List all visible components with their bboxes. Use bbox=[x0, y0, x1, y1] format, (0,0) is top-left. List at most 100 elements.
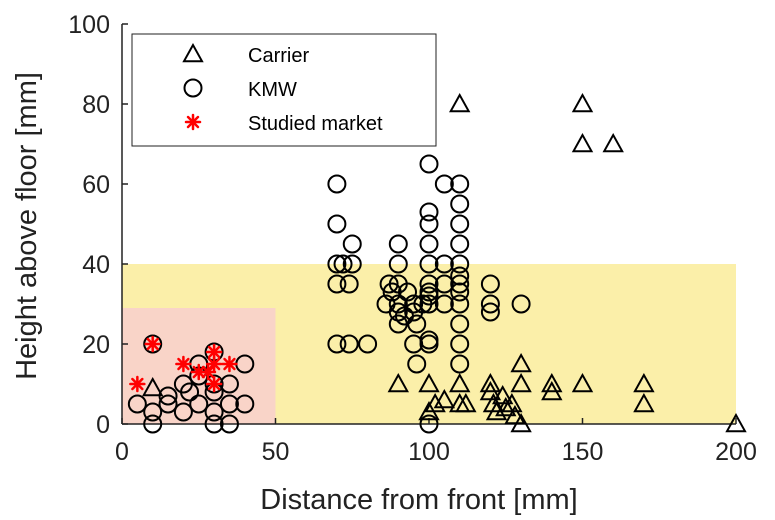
data-points bbox=[127, 92, 747, 434]
legend-box bbox=[131, 33, 437, 147]
point-kmw bbox=[398, 282, 418, 302]
point-kmw bbox=[419, 234, 439, 254]
point-kmw bbox=[143, 402, 163, 422]
point-carrier bbox=[424, 392, 446, 413]
y-axis-title: Height above floor [mm] bbox=[11, 72, 43, 380]
legend-markers bbox=[182, 42, 204, 131]
x-tick-label: 150 bbox=[562, 438, 604, 466]
point-kmw bbox=[450, 282, 470, 302]
y-tick-label: 60 bbox=[82, 171, 110, 199]
point-kmw bbox=[333, 254, 353, 274]
point-carrier bbox=[571, 92, 594, 113]
point-studied-market bbox=[175, 355, 192, 373]
legend-marker-kmw bbox=[183, 78, 203, 98]
point-studied-market bbox=[221, 355, 238, 373]
point-kmw bbox=[379, 274, 399, 294]
point-kmw bbox=[450, 174, 470, 194]
point-kmw bbox=[143, 414, 163, 434]
point-kmw bbox=[327, 274, 347, 294]
point-kmw bbox=[180, 382, 200, 402]
point-kmw bbox=[342, 234, 362, 254]
point-kmw bbox=[204, 402, 224, 422]
point-studied-market bbox=[205, 375, 223, 393]
point-carrier bbox=[510, 352, 532, 373]
y-tick-label: 100 bbox=[68, 11, 110, 39]
point-carrier bbox=[633, 392, 655, 413]
point-kmw bbox=[204, 414, 224, 434]
x-axis-title: Distance from front [mm] bbox=[260, 484, 577, 516]
point-studied-market bbox=[199, 363, 217, 381]
x-tick-label: 200 bbox=[715, 438, 757, 466]
y-tick-label: 80 bbox=[82, 91, 110, 119]
point-kmw bbox=[480, 302, 500, 322]
point-carrier bbox=[142, 376, 164, 397]
point-kmw bbox=[388, 294, 408, 314]
point-kmw bbox=[434, 174, 454, 194]
point-kmw bbox=[450, 194, 470, 214]
y-tick-label: 20 bbox=[82, 331, 110, 359]
point-kmw bbox=[480, 294, 500, 314]
point-carrier bbox=[571, 372, 594, 393]
y-tick-label: 40 bbox=[82, 251, 110, 279]
point-kmw bbox=[339, 274, 359, 294]
point-carrier bbox=[725, 412, 747, 433]
point-kmw bbox=[327, 174, 347, 194]
point-kmw bbox=[419, 202, 439, 222]
point-kmw bbox=[189, 394, 209, 414]
point-kmw bbox=[388, 254, 408, 274]
point-kmw bbox=[358, 334, 378, 354]
point-carrier bbox=[387, 372, 409, 393]
point-kmw bbox=[419, 154, 439, 174]
point-kmw bbox=[158, 394, 178, 414]
point-carrier bbox=[633, 372, 655, 393]
point-kmw bbox=[419, 254, 439, 274]
point-carrier bbox=[571, 132, 594, 153]
point-kmw bbox=[388, 234, 408, 254]
point-kmw bbox=[419, 274, 439, 294]
point-kmw bbox=[127, 394, 147, 414]
point-kmw bbox=[158, 386, 178, 406]
point-kmw bbox=[450, 234, 470, 254]
point-carrier bbox=[504, 404, 526, 425]
point-kmw bbox=[450, 314, 470, 334]
point-kmw bbox=[450, 294, 470, 314]
point-kmw bbox=[327, 214, 347, 234]
point-kmw bbox=[450, 274, 470, 294]
legend-label-carrier: Carrier bbox=[248, 45, 309, 67]
point-studied-market bbox=[129, 375, 146, 393]
legend-marker-studied-market bbox=[184, 113, 202, 131]
point-carrier bbox=[485, 400, 508, 421]
point-carrier bbox=[479, 372, 502, 393]
point-carrier bbox=[449, 372, 471, 393]
point-carrier bbox=[541, 372, 563, 393]
point-kmw bbox=[419, 286, 439, 306]
point-kmw bbox=[404, 294, 424, 314]
point-kmw bbox=[450, 334, 470, 354]
point-kmw bbox=[434, 274, 454, 294]
point-kmw bbox=[407, 354, 427, 374]
legend-marker-carrier bbox=[182, 42, 204, 63]
point-kmw bbox=[419, 214, 439, 234]
point-kmw bbox=[219, 394, 239, 414]
legend-label-studied-market: Studied market bbox=[248, 113, 383, 135]
point-carrier bbox=[602, 132, 624, 153]
point-kmw bbox=[327, 334, 347, 354]
point-studied-market bbox=[205, 343, 223, 361]
point-carrier bbox=[418, 372, 440, 393]
point-kmw bbox=[143, 334, 163, 354]
x-tick-label: 100 bbox=[408, 438, 450, 466]
point-carrier bbox=[433, 388, 456, 409]
point-carrier bbox=[510, 372, 532, 393]
point-kmw bbox=[327, 254, 347, 274]
point-kmw bbox=[450, 214, 470, 234]
x-tick-label: 0 bbox=[115, 438, 129, 466]
point-kmw bbox=[173, 402, 193, 422]
point-kmw bbox=[204, 374, 224, 394]
point-kmw bbox=[434, 294, 454, 314]
legend-label-kmw: KMW bbox=[248, 79, 297, 101]
point-kmw bbox=[511, 294, 531, 314]
point-kmw bbox=[480, 274, 500, 294]
point-studied-market bbox=[144, 335, 161, 353]
point-studied-market bbox=[205, 355, 223, 373]
point-kmw bbox=[450, 254, 470, 274]
